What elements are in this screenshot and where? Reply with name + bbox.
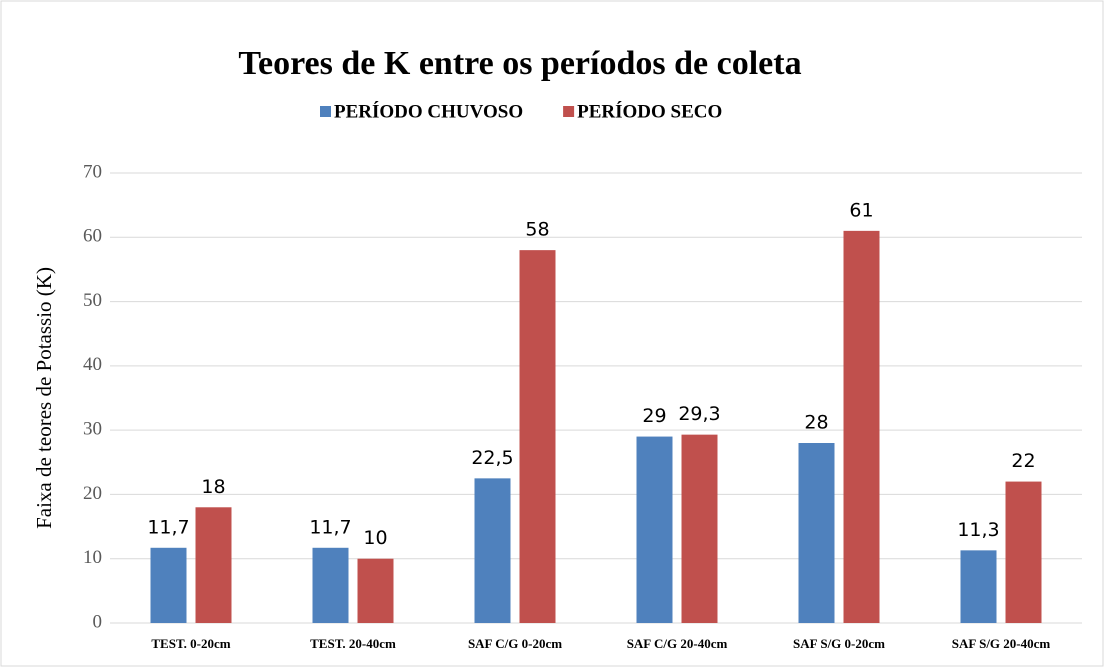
y-tick-label: 30 <box>83 419 102 440</box>
data-label: 10 <box>363 527 387 549</box>
legend-swatch <box>563 106 575 117</box>
x-tick-label: TEST. 0-20cm <box>151 636 230 651</box>
bar <box>150 547 187 623</box>
y-tick-label: 20 <box>83 483 102 504</box>
data-label: 58 <box>525 219 549 241</box>
y-tick-label: 70 <box>83 161 102 182</box>
bar <box>843 230 880 623</box>
legend-label: PERÍODO SECO <box>577 100 722 122</box>
bar <box>312 547 349 623</box>
y-axis-title: Faixa de teores de Potassio (K) <box>32 267 56 529</box>
legend-swatch <box>320 106 331 117</box>
data-label: 22,5 <box>471 447 513 469</box>
x-tick-label: SAF S/G 20-40cm <box>952 636 1051 651</box>
x-tick-label: TEST. 20-40cm <box>310 636 396 651</box>
bar <box>519 250 556 623</box>
bar <box>960 550 997 623</box>
y-tick-label: 60 <box>83 226 102 247</box>
data-label: 18 <box>201 476 225 498</box>
bar <box>357 558 394 623</box>
data-label: 11,7 <box>309 516 351 538</box>
y-tick-label: 40 <box>83 354 102 375</box>
legend-label: PERÍODO CHUVOSO <box>334 100 523 122</box>
bar <box>681 434 718 623</box>
y-tick-label: 10 <box>83 547 102 568</box>
bar <box>474 478 511 623</box>
x-tick-label: SAF C/G 0-20cm <box>468 636 562 651</box>
y-tick-label: 50 <box>83 290 102 311</box>
data-label: 29 <box>642 405 666 427</box>
data-label: 22 <box>1011 450 1035 472</box>
data-label: 11,7 <box>147 516 189 538</box>
x-tick-label: SAF S/G 0-20cm <box>793 636 885 651</box>
bar <box>798 443 835 623</box>
bar <box>195 507 232 623</box>
chart-title: Teores de K entre os períodos de coleta <box>238 45 801 82</box>
x-tick-label: SAF C/G 20-40cm <box>627 636 728 651</box>
bar <box>1005 481 1042 623</box>
y-tick-label: 0 <box>93 611 103 632</box>
bar <box>636 436 673 623</box>
data-label: 28 <box>804 412 828 434</box>
data-label: 11,3 <box>957 519 999 541</box>
data-label: 61 <box>849 199 873 221</box>
data-label: 29,3 <box>678 403 720 425</box>
